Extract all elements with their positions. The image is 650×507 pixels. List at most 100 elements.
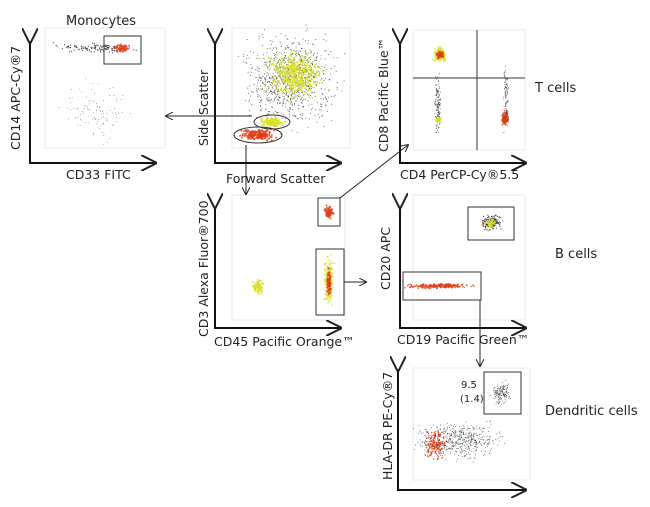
event-dot bbox=[437, 83, 439, 85]
event-dot bbox=[468, 428, 470, 430]
event-dot bbox=[505, 97, 507, 99]
event-dot bbox=[275, 80, 277, 82]
event-dot bbox=[260, 135, 263, 138]
cd45-axes bbox=[215, 207, 340, 328]
event-dot bbox=[326, 286, 329, 289]
event-dot bbox=[473, 427, 474, 429]
event-dot bbox=[261, 123, 264, 126]
event-dot bbox=[439, 91, 441, 93]
event-dot bbox=[430, 436, 433, 439]
event-dot bbox=[251, 103, 253, 105]
event-dot bbox=[323, 126, 325, 127]
event-dot bbox=[286, 72, 288, 74]
event-dot bbox=[288, 111, 290, 113]
event-dot bbox=[506, 88, 508, 90]
dc-gate-value-sub: (1.4) bbox=[460, 394, 484, 405]
event-dot bbox=[302, 92, 304, 94]
event-dot bbox=[279, 59, 281, 61]
event-dot bbox=[300, 90, 303, 92]
event-dot bbox=[115, 114, 117, 116]
event-dot bbox=[257, 88, 259, 90]
event-dot bbox=[469, 453, 471, 455]
event-dot bbox=[305, 117, 307, 119]
event-dot bbox=[329, 288, 332, 291]
event-dot bbox=[81, 119, 82, 121]
event-dot bbox=[489, 420, 491, 422]
event-dot bbox=[299, 63, 301, 65]
event-dot bbox=[94, 118, 96, 120]
event-dot bbox=[468, 435, 469, 437]
event-dot bbox=[271, 41, 273, 43]
event-dot bbox=[432, 439, 435, 442]
event-dot bbox=[284, 98, 286, 100]
event-dot bbox=[482, 220, 484, 222]
event-dot bbox=[321, 78, 323, 80]
event-dot bbox=[321, 71, 324, 73]
event-dot bbox=[461, 439, 463, 441]
event-dot bbox=[438, 441, 440, 443]
event-dot bbox=[80, 45, 82, 47]
event-dot bbox=[462, 430, 464, 432]
event-dot bbox=[298, 93, 301, 95]
event-dot bbox=[261, 137, 263, 140]
event-dot bbox=[289, 99, 292, 102]
event-dot bbox=[449, 439, 451, 441]
event-dot bbox=[436, 99, 438, 101]
event-dot bbox=[117, 112, 119, 114]
event-dot bbox=[301, 115, 303, 116]
event-dot bbox=[502, 389, 504, 391]
event-dot bbox=[85, 78, 87, 80]
event-dot bbox=[473, 442, 475, 444]
event-dot bbox=[438, 442, 440, 444]
event-dot bbox=[501, 386, 503, 388]
event-dot bbox=[499, 385, 501, 387]
event-dot bbox=[284, 47, 286, 49]
event-dot bbox=[241, 134, 244, 137]
event-dot bbox=[479, 440, 480, 442]
event-dot bbox=[409, 286, 412, 289]
event-dot bbox=[486, 226, 488, 228]
event-dot bbox=[439, 114, 440, 115]
event-dot bbox=[298, 91, 300, 93]
event-dot bbox=[295, 82, 298, 85]
event-dot bbox=[328, 214, 331, 217]
cd19neg-gate bbox=[402, 271, 482, 301]
event-dot bbox=[503, 106, 505, 108]
event-dot bbox=[118, 47, 121, 50]
event-dot bbox=[444, 283, 447, 285]
event-dot bbox=[466, 440, 468, 442]
event-dot bbox=[448, 284, 451, 287]
event-dot bbox=[248, 57, 250, 59]
event-dot bbox=[306, 60, 308, 61]
event-dot bbox=[282, 93, 284, 95]
event-dot bbox=[468, 452, 470, 454]
event-dot bbox=[440, 285, 443, 287]
event-dot bbox=[432, 424, 434, 426]
event-dot bbox=[436, 445, 438, 447]
event-dot bbox=[470, 424, 472, 426]
event-dot bbox=[285, 66, 287, 69]
event-dot bbox=[480, 433, 482, 435]
event-dot bbox=[430, 432, 433, 434]
event-dot bbox=[429, 437, 431, 439]
event-dot bbox=[336, 57, 338, 59]
event-dot bbox=[440, 98, 442, 100]
event-dot bbox=[504, 69, 506, 71]
event-dot bbox=[449, 452, 451, 454]
event-dot bbox=[433, 445, 436, 448]
event-dot bbox=[326, 210, 329, 212]
event-dot bbox=[268, 73, 270, 75]
event-dot bbox=[260, 88, 262, 90]
event-dot bbox=[103, 123, 104, 125]
event-dot bbox=[424, 449, 426, 451]
event-dot bbox=[343, 80, 345, 82]
event-dot bbox=[248, 99, 250, 101]
event-dot bbox=[329, 278, 332, 281]
event-dot bbox=[484, 442, 486, 444]
event-dot bbox=[70, 89, 72, 91]
event-dot bbox=[258, 288, 261, 291]
event-dot bbox=[452, 431, 453, 432]
bcells-ylabel: CD20 APC bbox=[378, 227, 393, 290]
event-dot bbox=[135, 50, 137, 52]
event-dot bbox=[499, 440, 501, 442]
